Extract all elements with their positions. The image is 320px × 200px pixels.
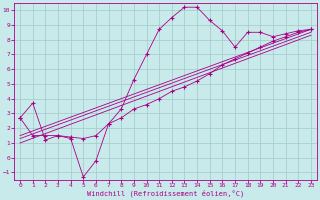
X-axis label: Windchill (Refroidissement éolien,°C): Windchill (Refroidissement éolien,°C) bbox=[87, 190, 244, 197]
